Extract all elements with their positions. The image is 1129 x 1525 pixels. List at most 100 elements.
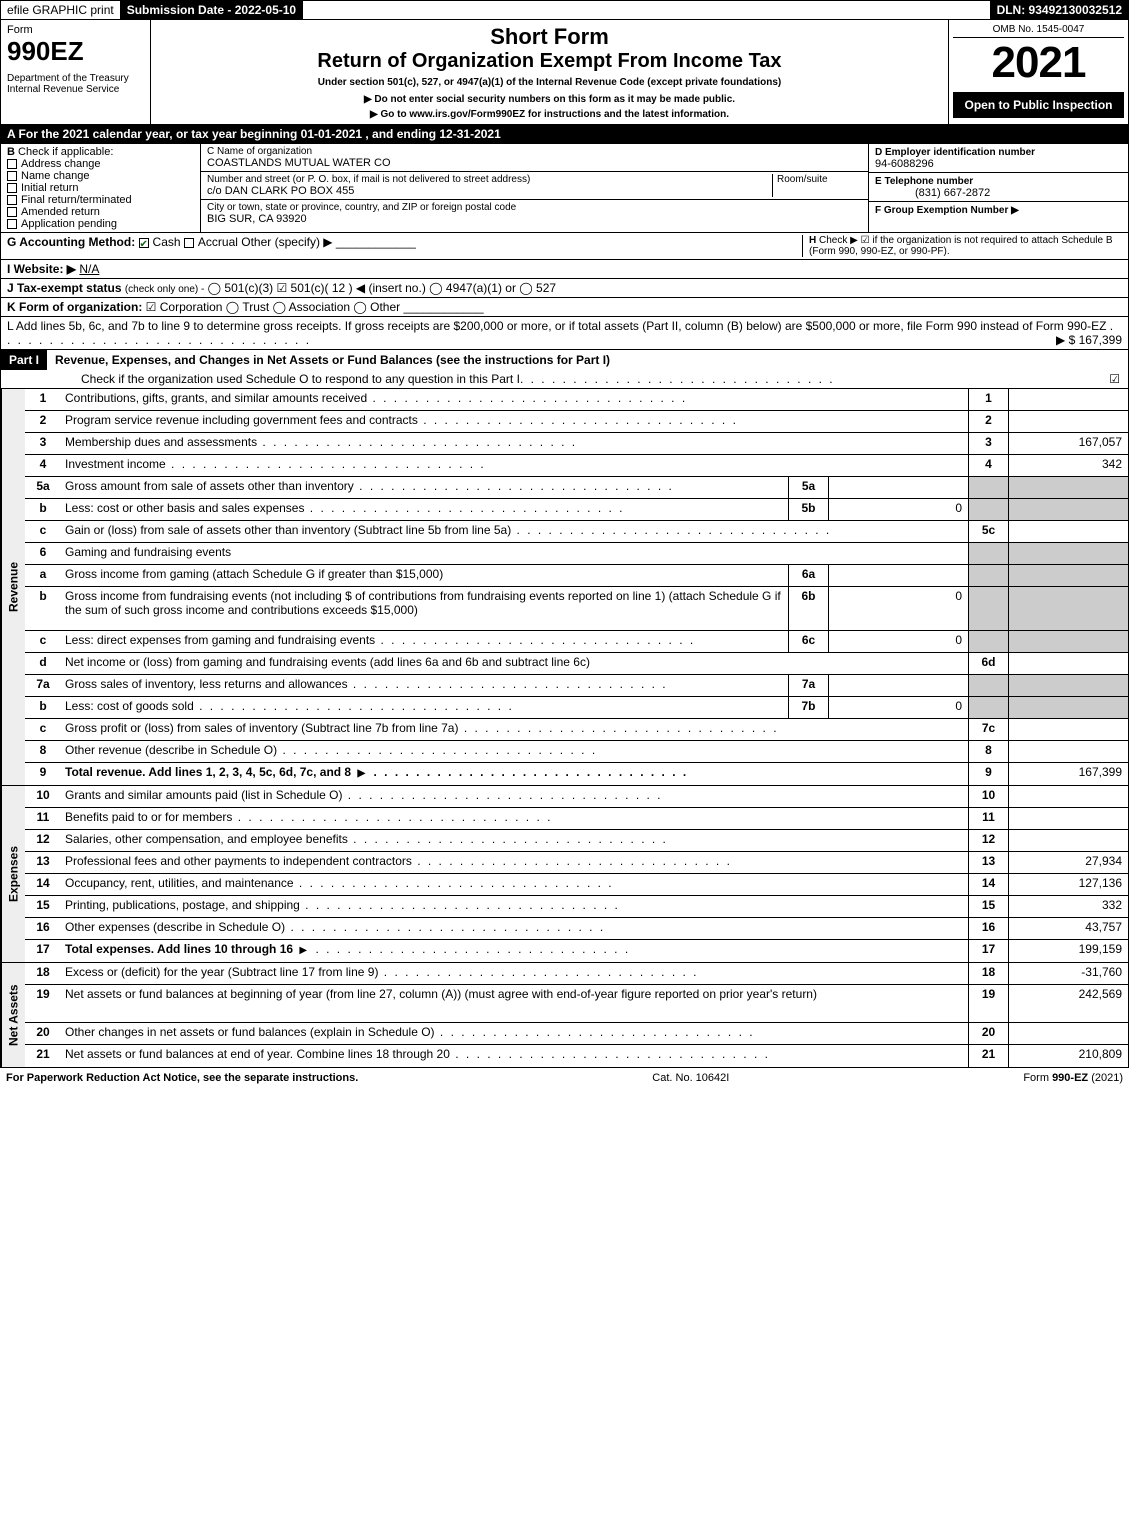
c-name-label: C Name of organization	[207, 146, 862, 157]
ln-6a-sub: 6a	[788, 565, 828, 586]
j-opts: ◯ 501(c)(3) ☑ 501(c)( 12 ) ◀ (insert no.…	[208, 281, 556, 295]
ln-15-num: 15	[25, 896, 61, 917]
h-text: Check ▶ ☑ if the organization is not req…	[809, 235, 1113, 257]
b-check-if: Check if applicable:	[18, 146, 113, 158]
ln-16-num: 16	[25, 918, 61, 939]
ln-6c-num: c	[25, 631, 61, 652]
ln-5a-desc: Gross amount from sale of assets other t…	[61, 477, 788, 498]
ln-13-val: 27,934	[1008, 852, 1128, 873]
ln-7c-num: c	[25, 719, 61, 740]
ln-8-rnum: 8	[968, 741, 1008, 762]
ln-5c-num: c	[25, 521, 61, 542]
ln-7b-rvs	[1008, 697, 1128, 718]
ln-19-val: 242,569	[1008, 985, 1128, 1022]
ln-17-num: 17	[25, 940, 61, 962]
ln-5b-rvs	[1008, 499, 1128, 520]
ln-12-num: 12	[25, 830, 61, 851]
opt-initial-return: Initial return	[21, 182, 78, 194]
ln-7a-rs	[968, 675, 1008, 696]
ln-21-num: 21	[25, 1045, 61, 1067]
footer-left: For Paperwork Reduction Act Notice, see …	[6, 1072, 358, 1084]
ln-10-desc: Grants and similar amounts paid (list in…	[61, 786, 968, 807]
ln-1-desc: Contributions, gifts, grants, and simila…	[61, 389, 968, 410]
ln-2-num: 2	[25, 411, 61, 432]
ln-14-val: 127,136	[1008, 874, 1128, 895]
ln-6-desc: Gaming and fundraising events	[61, 543, 968, 564]
j-note: (check only one) -	[125, 284, 204, 295]
l-amount: ▶ $ 167,399	[1056, 333, 1122, 347]
chk-final-return[interactable]	[7, 195, 17, 205]
chk-amended-return[interactable]	[7, 207, 17, 217]
section-j: J Tax-exempt status (check only one) - ◯…	[0, 279, 1129, 298]
ln-4-desc: Investment income	[61, 455, 968, 476]
ln-10-val	[1008, 786, 1128, 807]
form-header: Form 990EZ Department of the Treasury In…	[0, 20, 1129, 125]
ln-11-num: 11	[25, 808, 61, 829]
ln-9-desc: Total revenue. Add lines 1, 2, 3, 4, 5c,…	[61, 763, 968, 785]
ln-7c-desc: Gross profit or (loss) from sales of inv…	[61, 719, 968, 740]
ln-13-desc: Professional fees and other payments to …	[61, 852, 968, 873]
l-text: L Add lines 5b, 6c, and 7b to line 9 to …	[7, 319, 1106, 333]
chk-accrual[interactable]	[184, 238, 194, 248]
ln-6b-num: b	[25, 587, 61, 630]
g-label: G Accounting Method:	[7, 235, 135, 249]
ln-5b-sv: 0	[828, 499, 968, 520]
section-l: L Add lines 5b, 6c, and 7b to line 9 to …	[0, 317, 1129, 350]
c-addr-label: Number and street (or P. O. box, if mail…	[207, 174, 772, 185]
info-grid: B Check if applicable: Address change Na…	[0, 144, 1129, 233]
section-i: I Website: ▶ N/A	[0, 260, 1129, 279]
room-label: Room/suite	[777, 174, 862, 185]
h-label: H	[809, 235, 816, 246]
ln-14-num: 14	[25, 874, 61, 895]
ln-10-rnum: 10	[968, 786, 1008, 807]
opt-address-change: Address change	[21, 158, 101, 170]
d-label: D Employer identification number	[875, 147, 1035, 158]
ln-14-desc: Occupancy, rent, utilities, and maintena…	[61, 874, 968, 895]
ln-2-rnum: 2	[968, 411, 1008, 432]
ln-7b-num: b	[25, 697, 61, 718]
expenses-vlabel: Expenses	[1, 786, 25, 962]
org-city: BIG SUR, CA 93920	[207, 213, 862, 225]
ln-6c-rvs	[1008, 631, 1128, 652]
chk-address-change[interactable]	[7, 159, 17, 169]
efile-label[interactable]: efile GRAPHIC print	[1, 1, 121, 19]
ln-12-desc: Salaries, other compensation, and employ…	[61, 830, 968, 851]
e-label: E Telephone number	[875, 176, 973, 187]
ln-1-num: 1	[25, 389, 61, 410]
f-label: F Group Exemption Number ▶	[875, 205, 1019, 216]
chk-initial-return[interactable]	[7, 183, 17, 193]
org-name: COASTLANDS MUTUAL WATER CO	[207, 157, 862, 169]
ln-5c-desc: Gain or (loss) from sale of assets other…	[61, 521, 968, 542]
ln-4-num: 4	[25, 455, 61, 476]
ln-5b-sub: 5b	[788, 499, 828, 520]
submission-date-box: Submission Date - 2022-05-10	[121, 1, 303, 19]
ein-value: 94-6088296	[875, 158, 934, 170]
ln-6a-desc: Gross income from gaming (attach Schedul…	[61, 565, 788, 586]
ln-5b-desc: Less: cost or other basis and sales expe…	[61, 499, 788, 520]
part1-check-text: Check if the organization used Schedule …	[81, 372, 520, 386]
ln-4-rnum: 4	[968, 455, 1008, 476]
ln-6b-sub: 6b	[788, 587, 828, 630]
chk-application-pending[interactable]	[7, 219, 17, 229]
goto-link[interactable]: ▶ Go to www.irs.gov/Form990EZ for instru…	[155, 109, 944, 120]
ln-3-desc: Membership dues and assessments	[61, 433, 968, 454]
ln-6-num: 6	[25, 543, 61, 564]
revenue-block: Revenue 1Contributions, gifts, grants, a…	[0, 389, 1129, 786]
opt-amended-return: Amended return	[21, 206, 100, 218]
ln-13-num: 13	[25, 852, 61, 873]
chk-cash[interactable]	[139, 238, 149, 248]
return-title: Return of Organization Exempt From Incom…	[155, 50, 944, 73]
ln-19-rnum: 19	[968, 985, 1008, 1022]
ssn-warning: ▶ Do not enter social security numbers o…	[155, 94, 944, 105]
revenue-vlabel: Revenue	[1, 389, 25, 785]
ln-6c-desc: Less: direct expenses from gaming and fu…	[61, 631, 788, 652]
chk-name-change[interactable]	[7, 171, 17, 181]
ln-7c-rnum: 7c	[968, 719, 1008, 740]
ln-3-val: 167,057	[1008, 433, 1128, 454]
ln-6b-desc: Gross income from fundraising events (no…	[61, 587, 788, 630]
ln-20-desc: Other changes in net assets or fund bala…	[61, 1023, 968, 1044]
ln-5a-sub: 5a	[788, 477, 828, 498]
footer-right: Form 990-EZ (2021)	[1023, 1072, 1123, 1084]
ln-5b-rs	[968, 499, 1008, 520]
ln-21-val: 210,809	[1008, 1045, 1128, 1067]
